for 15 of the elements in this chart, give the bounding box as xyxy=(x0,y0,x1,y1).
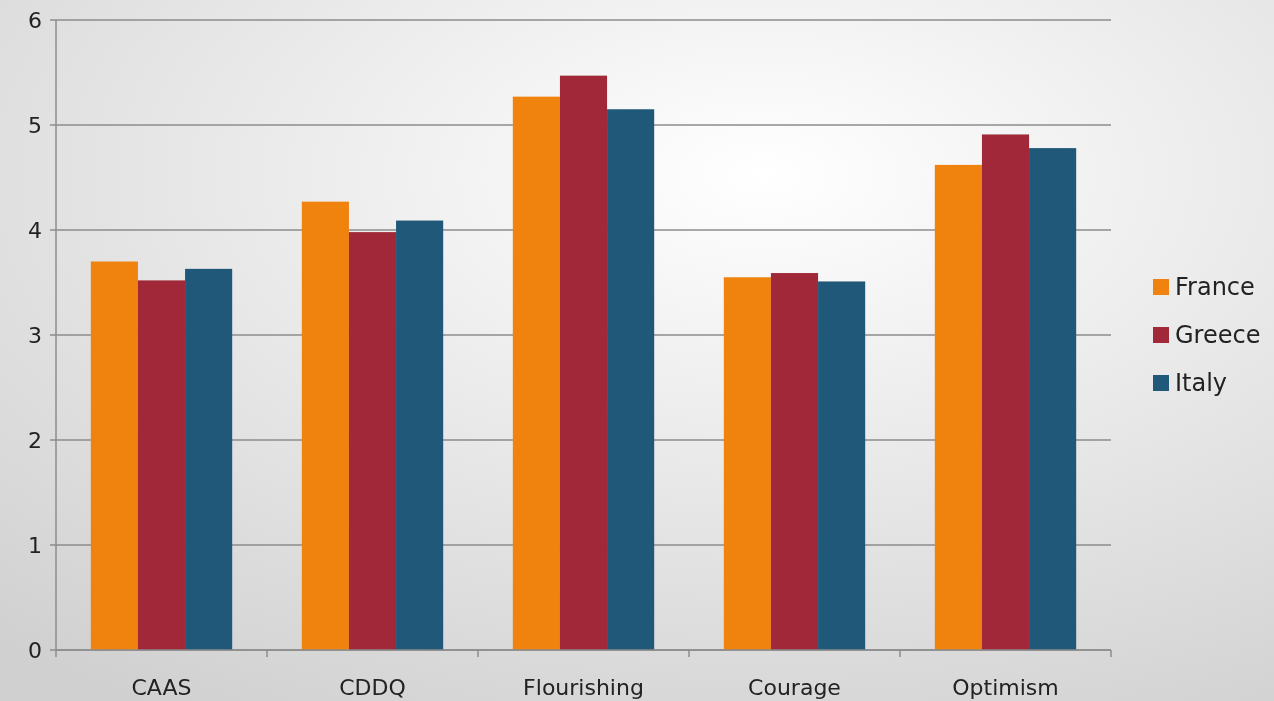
x-tick-label: Flourishing xyxy=(523,675,644,700)
x-tick-label: CDDQ xyxy=(339,675,406,700)
y-tick-label: 2 xyxy=(28,427,42,453)
y-tick-label: 1 xyxy=(28,532,42,558)
legend-label: Italy xyxy=(1175,369,1228,398)
y-tick-label: 6 xyxy=(28,7,42,33)
x-tick-label: CAAS xyxy=(131,675,192,700)
y-tick-label: 3 xyxy=(28,322,42,348)
y-tick-label: 4 xyxy=(28,217,42,243)
y-tick-label: 5 xyxy=(28,112,42,138)
x-tick-label: Courage xyxy=(748,675,841,700)
y-tick-label: 0 xyxy=(28,637,42,663)
legend-label: France xyxy=(1175,273,1255,302)
x-tick-label: Optimism xyxy=(952,675,1059,700)
legend-label: Greece xyxy=(1175,321,1261,350)
